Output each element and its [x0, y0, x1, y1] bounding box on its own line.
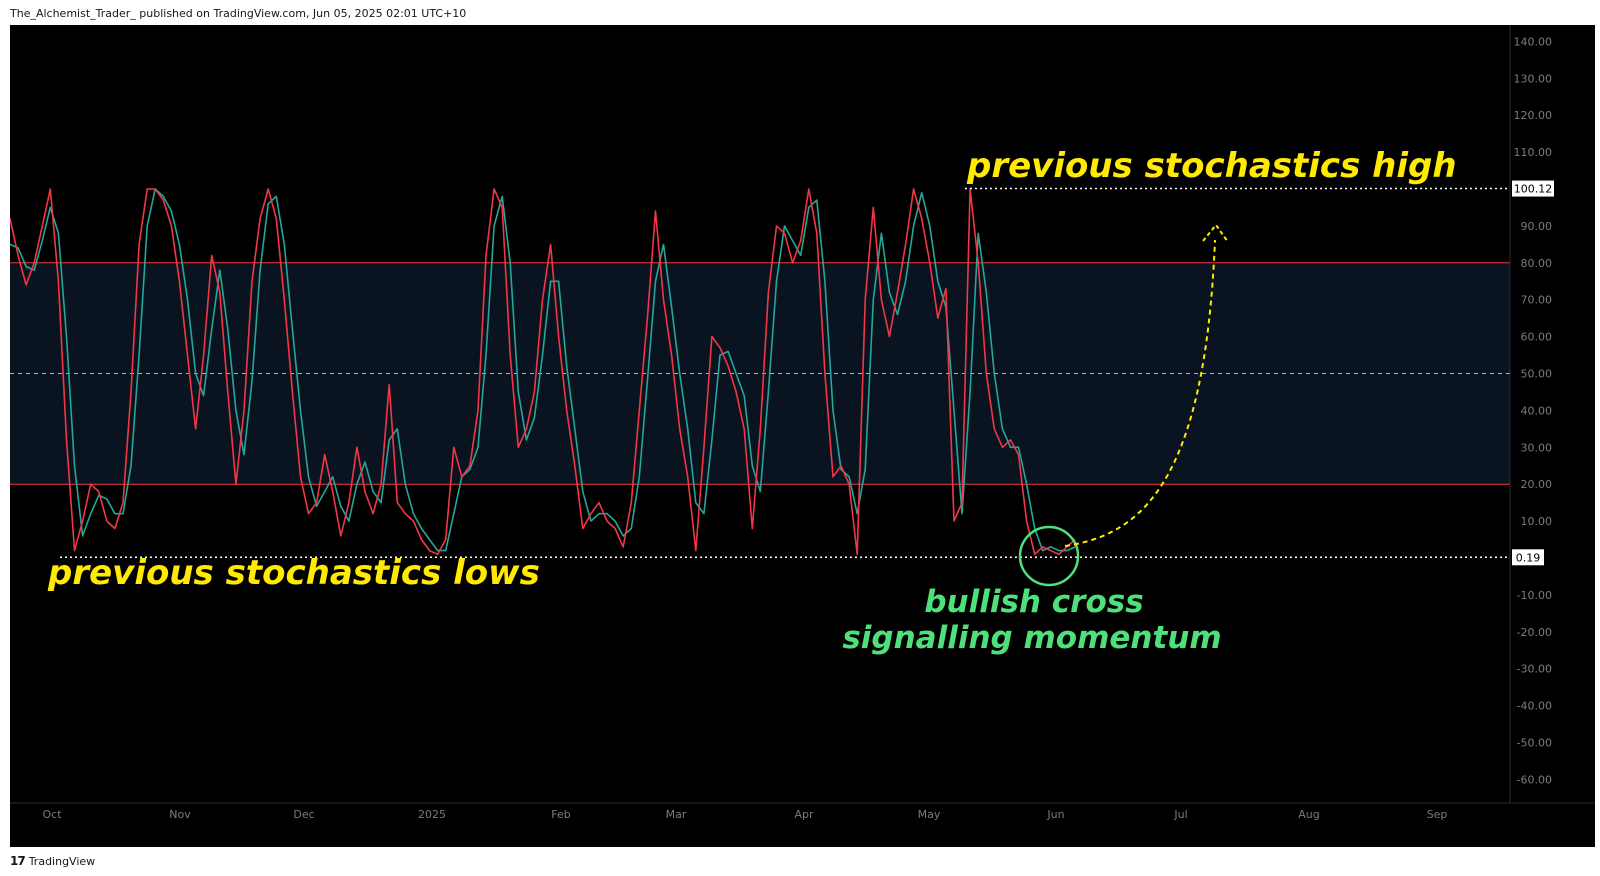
y-tick-label: 10.00 [1521, 515, 1553, 528]
y-tick-label: -60.00 [1517, 773, 1552, 786]
y-tick-label: -20.00 [1517, 626, 1552, 639]
publisher-bar: The_Alchemist_Trader_ published on Tradi… [0, 0, 1600, 24]
high-price-label: 100.12 [1514, 183, 1553, 196]
y-tick-label: -50.00 [1517, 737, 1552, 750]
chart-panel[interactable]: 140.00 130.00 120.00 110.00 90.00 80.00 70.00 6… [10, 25, 1595, 847]
y-tick-label: 50.00 [1521, 368, 1553, 381]
footer-brand: 17 TradingView [10, 852, 95, 870]
y-tick-label: 140.00 [1514, 35, 1553, 48]
previous-lows-annotation: previous stochastics lows [47, 553, 540, 593]
y-tick-label: 30.00 [1521, 441, 1553, 454]
publisher-line: The_Alchemist_Trader_ published on Tradi… [10, 7, 467, 20]
y-tick-label: 120.00 [1514, 109, 1553, 122]
projection-arrow-path [1064, 239, 1216, 547]
y-tick-label: -30.00 [1517, 663, 1552, 676]
low-price-label-box [1512, 549, 1544, 566]
x-tick-label: Apr [794, 808, 814, 821]
x-tick-label: Jul [1173, 808, 1187, 821]
stoch-k-line [10, 188, 1076, 556]
y-tick-label: 130.00 [1514, 72, 1553, 85]
y-tick-label: 90.00 [1521, 220, 1553, 233]
stochastic-chart[interactable]: 140.00 130.00 120.00 110.00 90.00 80.00 70.00 6… [10, 25, 1595, 847]
x-tick-label: Sep [1427, 808, 1448, 821]
x-tick-label: Oct [42, 808, 62, 821]
x-tick-label: May [918, 808, 941, 821]
stoch-d-line [10, 188, 1076, 552]
bullish-cross-circle [1018, 525, 1080, 587]
x-tick-label: Aug [1298, 808, 1319, 821]
x-tick-label: Nov [169, 808, 191, 821]
x-tick-label: Jun [1046, 808, 1064, 821]
y-tick-label: 70.00 [1521, 294, 1553, 307]
x-tick-label: Dec [293, 808, 314, 821]
x-tick-label: 2025 [418, 808, 446, 821]
tradingview-logo-icon: 17 [10, 854, 26, 868]
bullish-cross-annotation-line2: signalling momentum [842, 620, 1221, 656]
x-tick-label: Mar [666, 808, 687, 821]
low-price-label: 0.19 [1516, 551, 1541, 564]
y-tick-label: 80.00 [1521, 257, 1553, 270]
y-tick-label: -40.00 [1517, 700, 1552, 713]
high-price-label-box [1512, 180, 1554, 197]
tradingview-brand-text: TradingView [28, 854, 96, 868]
y-tick-label: 60.00 [1521, 331, 1553, 344]
y-tick-label: 110.00 [1514, 146, 1553, 159]
x-tick-label: Feb [551, 808, 570, 821]
previous-high-annotation: previous stochastics high [966, 146, 1457, 186]
bullish-cross-annotation-line1: bullish cross [924, 584, 1143, 620]
y-tick-label: 40.00 [1521, 404, 1553, 417]
y-tick-label: 20.00 [1521, 478, 1553, 491]
y-tick-label: -10.00 [1517, 589, 1552, 602]
